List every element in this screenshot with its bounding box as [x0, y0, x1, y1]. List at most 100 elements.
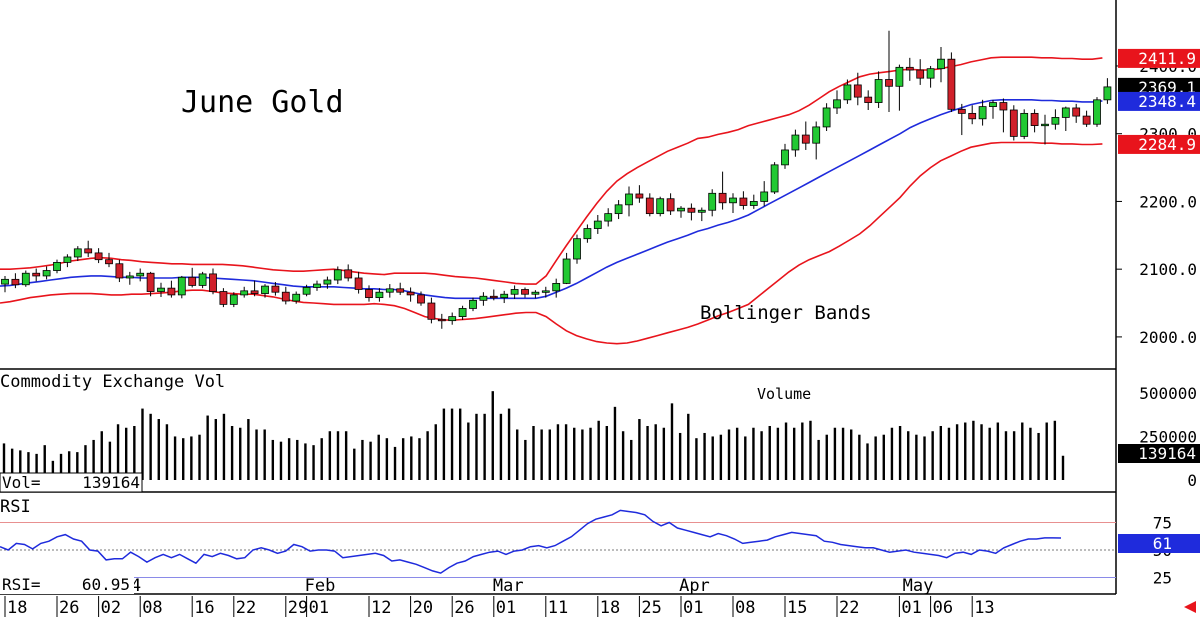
candle-body [635, 193, 644, 199]
candle-body [406, 291, 415, 296]
volume-bar [247, 419, 250, 480]
candle-body [718, 192, 727, 204]
candle-body [916, 69, 925, 79]
volume-bar [458, 408, 462, 480]
month-label: May [903, 576, 934, 596]
volume-bar [695, 438, 698, 480]
volume-bar [801, 422, 804, 480]
volume-bar [548, 429, 551, 480]
candle-body [521, 289, 529, 295]
rsi-line-group [0, 509, 1062, 574]
volume-bar [10, 448, 14, 480]
volume-bar [1061, 455, 1065, 480]
volume-bar [882, 434, 885, 480]
volume-bar [361, 439, 364, 480]
candle-body [21, 272, 30, 286]
volume-bar [19, 450, 22, 480]
volume-bar [825, 434, 828, 480]
x-tick-label: 15 [787, 598, 807, 617]
candle-body [32, 272, 41, 277]
candle-body [978, 106, 987, 120]
volume-bar [190, 436, 193, 480]
volume-bar [556, 424, 560, 480]
candle-body [479, 295, 488, 301]
x-tick-label: 08 [735, 598, 755, 617]
middle-band-tag [1118, 91, 1200, 111]
volume-bar [1037, 432, 1040, 480]
candle-body [385, 288, 394, 293]
rsi-line [0, 509, 1062, 574]
candle-body [157, 287, 165, 292]
volume-bar [703, 432, 706, 480]
x-tick-label: 22 [839, 598, 859, 617]
upper-band-tag [1118, 48, 1200, 68]
candle-body [760, 191, 769, 202]
volume-bar [35, 453, 38, 480]
volume-bar [51, 460, 55, 480]
candle-body [656, 198, 665, 215]
volume-bar [304, 443, 307, 480]
volume-bar [206, 415, 209, 480]
volume-bar [727, 429, 731, 480]
volume-bar [2, 443, 6, 480]
candle-body [687, 207, 696, 213]
candle-body [1030, 112, 1039, 126]
volume-bar [516, 429, 519, 480]
volume-bar [581, 429, 584, 480]
volume-bar [874, 436, 877, 480]
x-tick-label: 25 [641, 598, 661, 617]
volume-bar [279, 441, 283, 480]
volume-annotation: Volume [757, 385, 811, 403]
volume-bar [589, 427, 592, 480]
candle-body [1103, 86, 1112, 101]
candle-body [281, 291, 290, 302]
candle-body [354, 277, 363, 290]
rsi-last-tag [1118, 534, 1200, 553]
candle-body [375, 291, 384, 299]
scroll-left-icon[interactable] [1184, 601, 1196, 613]
volume-last-tag-text: 139164 [1138, 444, 1196, 463]
candle-body [344, 269, 353, 279]
candle-body [94, 252, 103, 261]
x-tick-label: 26 [59, 598, 79, 617]
volume-readout-label: Vol= [2, 473, 41, 492]
volume-bar [157, 419, 160, 480]
volume-bar [426, 431, 429, 480]
candle-body [302, 287, 311, 295]
candle-body [510, 289, 519, 295]
volume-bar [67, 451, 71, 480]
candle-body [573, 238, 581, 260]
volume-y-tick: 250000 [1139, 427, 1197, 446]
candle-body [198, 273, 207, 286]
candle-body [885, 79, 893, 87]
volume-panel-title: Commodity Exchange Vol [0, 372, 225, 392]
rsi-reference-lines [0, 522, 1116, 578]
x-tick-label: 22 [236, 598, 256, 617]
volume-bar [923, 436, 926, 480]
volume-bar [907, 431, 910, 480]
candle-body [63, 256, 72, 263]
candle-body [188, 276, 197, 286]
candle-body [365, 289, 373, 299]
rsi-y-tick: 75 [1153, 514, 1172, 533]
volume-bar [344, 431, 348, 480]
volume-bar [621, 431, 625, 480]
volume-bar [369, 441, 372, 480]
volume-bar [792, 427, 796, 480]
candle-body [729, 197, 737, 204]
rsi-readout-value: 60.95 [82, 575, 130, 594]
volume-bar [898, 426, 902, 480]
candle-body [968, 112, 977, 120]
volume-bar [972, 420, 975, 480]
x-tick-label: 29 [288, 598, 308, 617]
volume-bar [711, 436, 714, 480]
volume-bar [100, 431, 103, 480]
candle-body [1061, 107, 1070, 118]
candle-body [209, 273, 217, 292]
volume-bar [1045, 422, 1048, 480]
candle-body [781, 149, 789, 166]
candle-body [677, 207, 685, 212]
candle-body [271, 285, 280, 293]
candle-body [396, 288, 405, 293]
